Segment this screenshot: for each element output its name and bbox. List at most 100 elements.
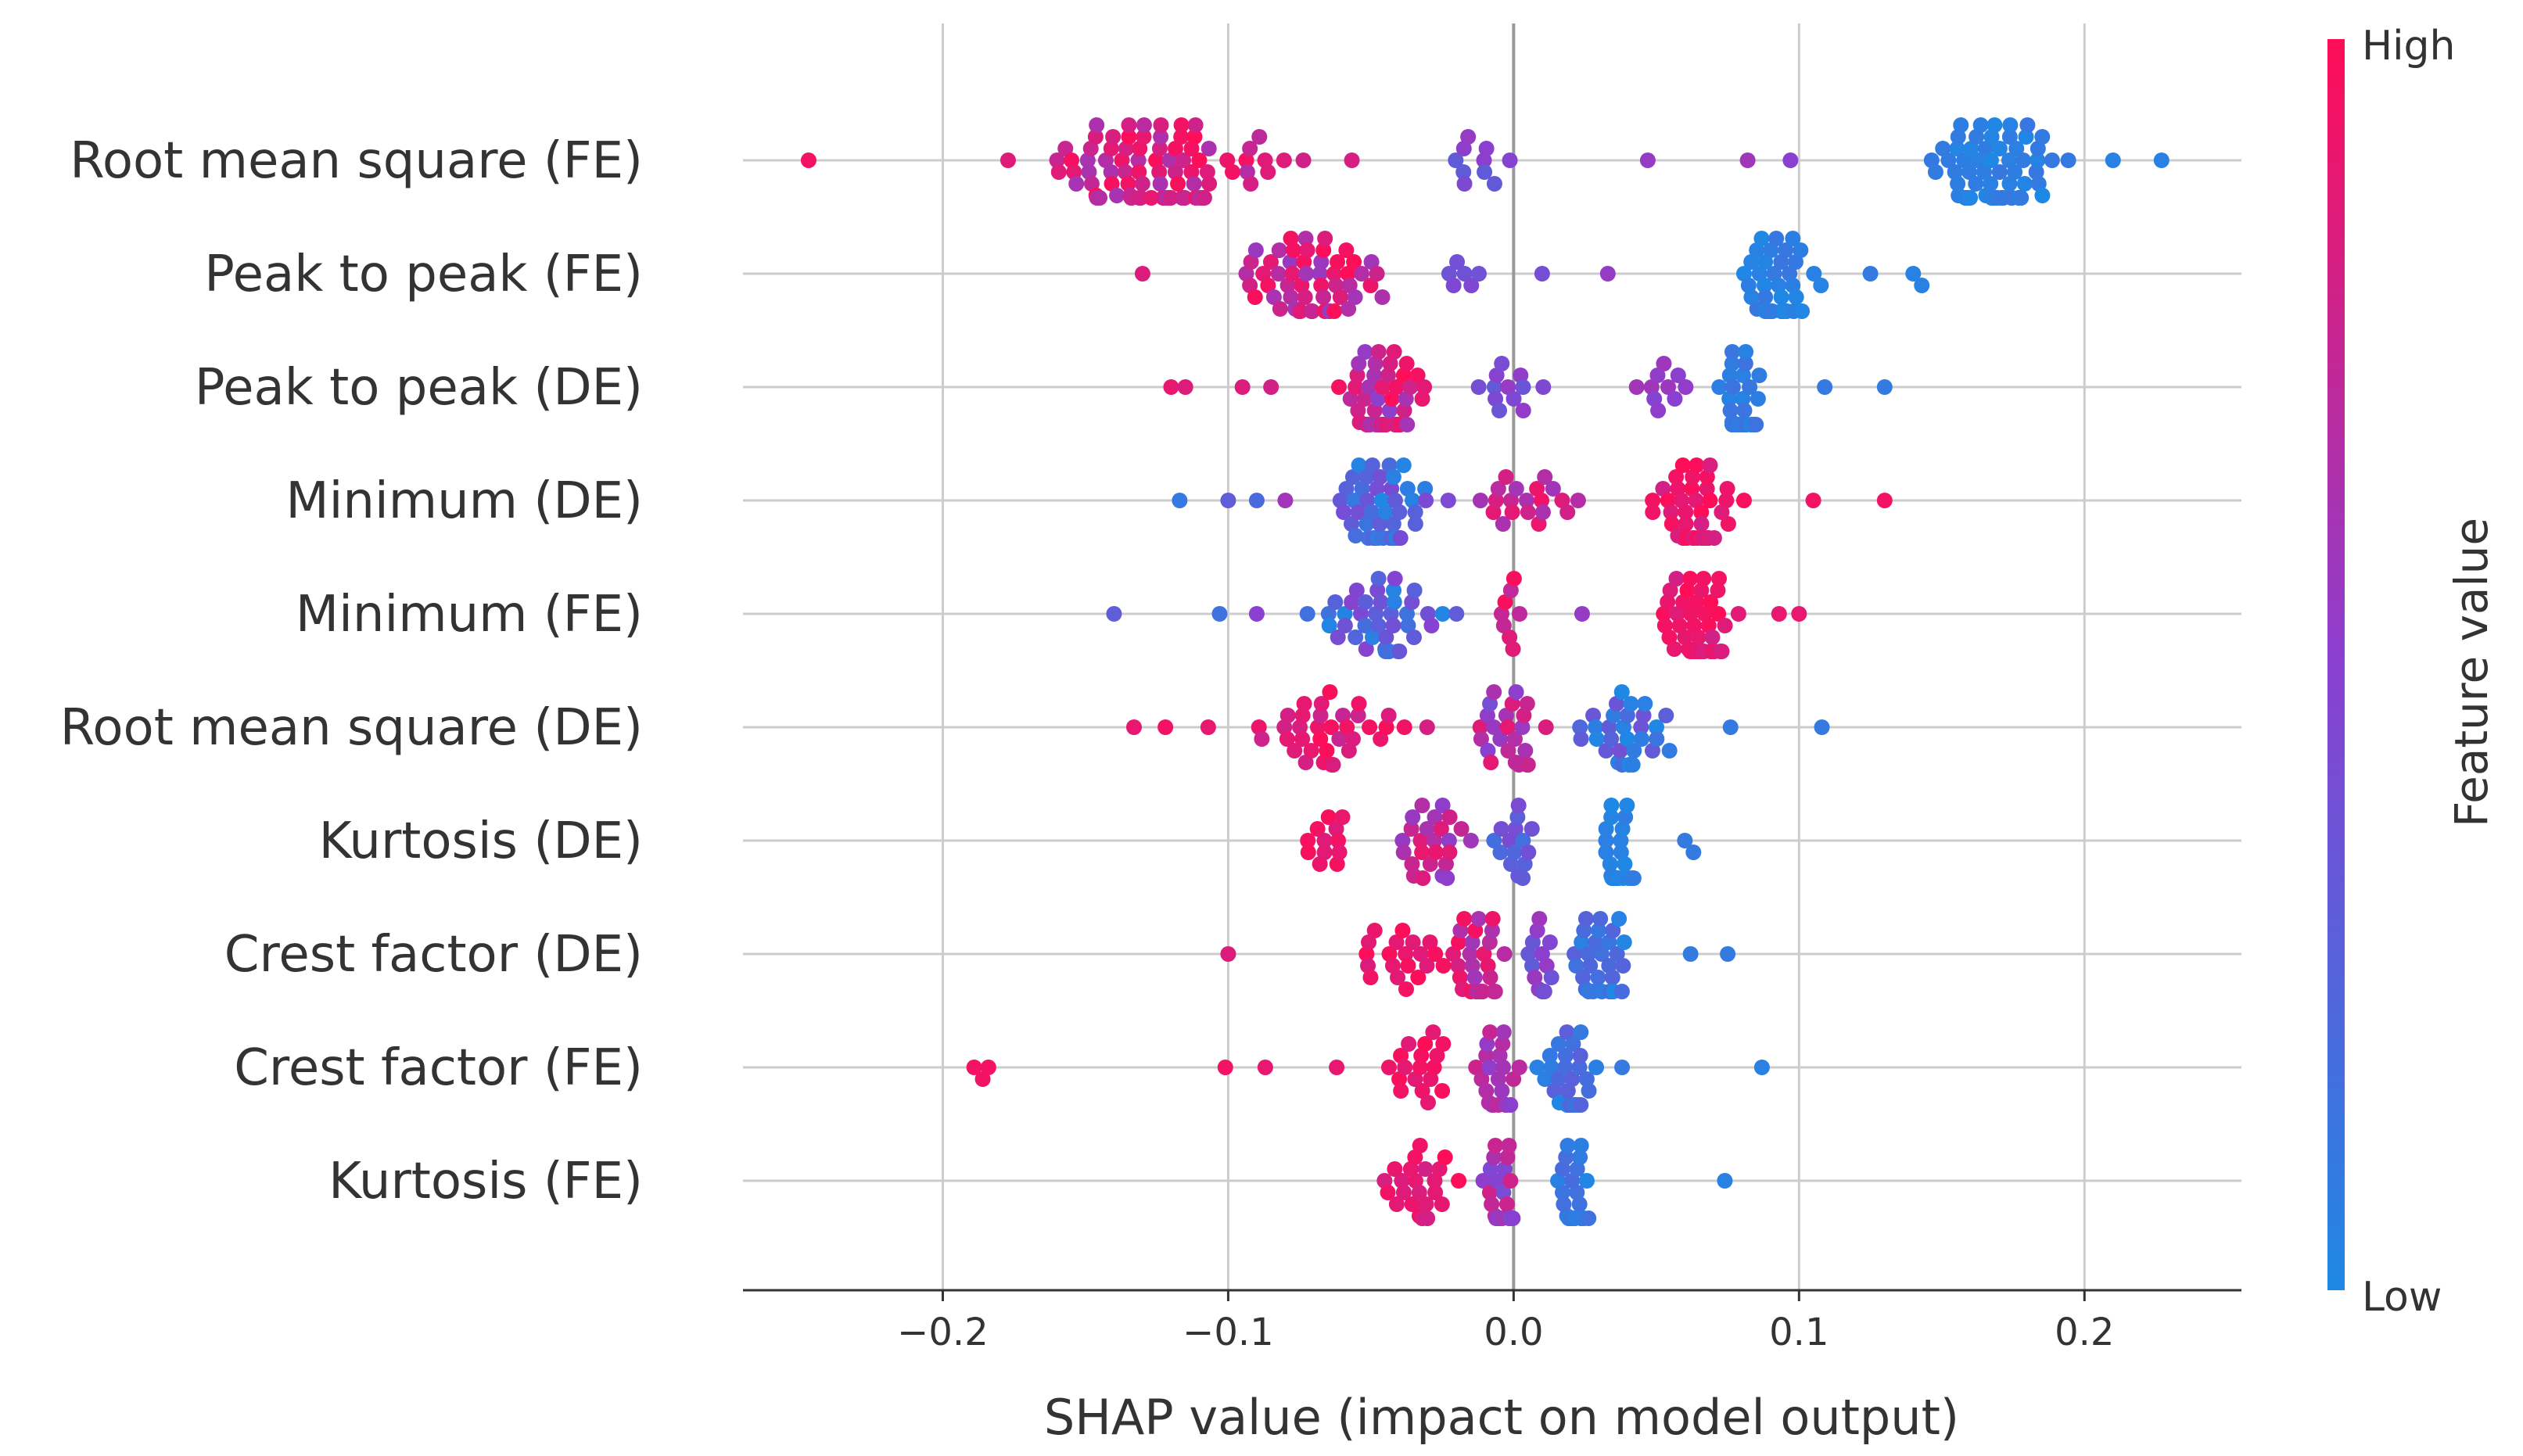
shap-point <box>1394 923 1411 938</box>
shap-point <box>1183 141 1200 156</box>
shap-point <box>1243 254 1259 270</box>
shap-point <box>1393 1083 1409 1099</box>
shap-point <box>1615 719 1631 735</box>
shap-point <box>1576 923 1592 938</box>
shap-point <box>1437 856 1454 872</box>
shap-point <box>2001 176 2018 192</box>
shap-point <box>1538 719 1554 735</box>
shap-point <box>1717 1173 1733 1189</box>
shap-point <box>1384 958 1401 974</box>
shap-point <box>1257 152 1273 168</box>
shap-point <box>1364 629 1380 645</box>
shap-point <box>1619 798 1635 813</box>
shap-point <box>1419 1210 1436 1226</box>
shap-point <box>1574 934 1590 950</box>
shap-point <box>1328 278 1344 293</box>
shap-point <box>1684 481 1700 497</box>
shap-point <box>1433 821 1449 837</box>
shap-point <box>1702 457 1718 473</box>
shap-point <box>1329 856 1345 872</box>
shap-point <box>1238 152 1254 168</box>
shap-point <box>1794 303 1811 319</box>
shap-point <box>1452 923 1469 938</box>
shap-point <box>1172 493 1188 508</box>
shap-point <box>1407 1149 1423 1165</box>
colorbar-high-label: High <box>2362 23 2456 70</box>
shap-point <box>1417 481 1434 497</box>
shap-point <box>1403 821 1419 837</box>
shap-point <box>1369 266 1385 282</box>
shap-point <box>1083 176 1100 192</box>
shap-point <box>1283 231 1299 246</box>
shap-point <box>1787 254 1803 270</box>
shap-point <box>1714 504 1730 520</box>
shap-point <box>1260 278 1276 293</box>
shap-point <box>1353 266 1369 282</box>
shap-point <box>1706 530 1722 546</box>
shap-point <box>1406 583 1423 598</box>
shap-point <box>1573 731 1589 747</box>
shap-point <box>1299 242 1315 258</box>
shap-point <box>1502 152 1518 168</box>
shap-point <box>1482 970 1498 985</box>
shap-point <box>1455 164 1472 180</box>
shap-point <box>1660 594 1676 610</box>
shap-point <box>1434 1196 1450 1212</box>
shap-point <box>1279 708 1296 723</box>
shap-point <box>1292 719 1308 735</box>
shap-point <box>1531 911 1548 927</box>
shap-point <box>1380 368 1396 383</box>
shap-point <box>1484 911 1501 927</box>
shap-point <box>1535 379 1552 395</box>
shap-point <box>1248 606 1265 622</box>
shap-point <box>1157 719 1174 735</box>
shap-point <box>1373 493 1390 508</box>
shap-point <box>1398 356 1415 371</box>
shap-point <box>1260 164 1276 180</box>
shap-point <box>1588 719 1604 735</box>
shap-point <box>1582 958 1599 974</box>
shap-point <box>1748 417 1764 432</box>
shap-point <box>1581 1083 1597 1099</box>
shap-point <box>1671 618 1688 633</box>
shap-point <box>1675 594 1692 610</box>
shap-point <box>1613 684 1630 700</box>
shap-point <box>1382 356 1398 371</box>
shap-point <box>1151 141 1168 156</box>
shap-point <box>1413 1048 1430 1063</box>
shap-point <box>1358 516 1375 532</box>
shap-point <box>1423 1071 1439 1087</box>
shap-point <box>1717 618 1733 633</box>
shap-point <box>1559 1083 1576 1099</box>
shap-point <box>1407 1173 1423 1189</box>
shap-point <box>1793 242 1809 258</box>
shap-point <box>1673 493 1689 508</box>
shap-point <box>1387 493 1403 508</box>
shap-point <box>1490 1071 1506 1087</box>
shap-point <box>1603 798 1620 813</box>
shap-point <box>1263 379 1279 395</box>
shap-point <box>1362 719 1378 735</box>
shap-point <box>1935 141 1951 156</box>
shap-point <box>1661 743 1678 758</box>
shap-point <box>1656 618 1673 633</box>
shap-point <box>1387 571 1403 586</box>
shap-point <box>1331 845 1348 860</box>
shap-point <box>1502 856 1519 872</box>
shap-point <box>1118 141 1134 156</box>
shap-point <box>1136 129 1152 145</box>
shap-point <box>1451 934 1467 950</box>
shap-point <box>1134 266 1150 282</box>
shap-point <box>1543 970 1559 985</box>
shap-point <box>1976 164 1993 180</box>
shap-point <box>1321 618 1337 633</box>
shap-point <box>1217 1060 1233 1075</box>
shap-point <box>1317 231 1333 246</box>
shap-point <box>1357 344 1373 360</box>
shap-point <box>1427 946 1444 962</box>
shap-point <box>1395 845 1412 860</box>
shap-point <box>1502 629 1518 645</box>
shap-point <box>1064 152 1080 168</box>
shap-point <box>1484 923 1500 938</box>
shap-point <box>1328 821 1344 837</box>
